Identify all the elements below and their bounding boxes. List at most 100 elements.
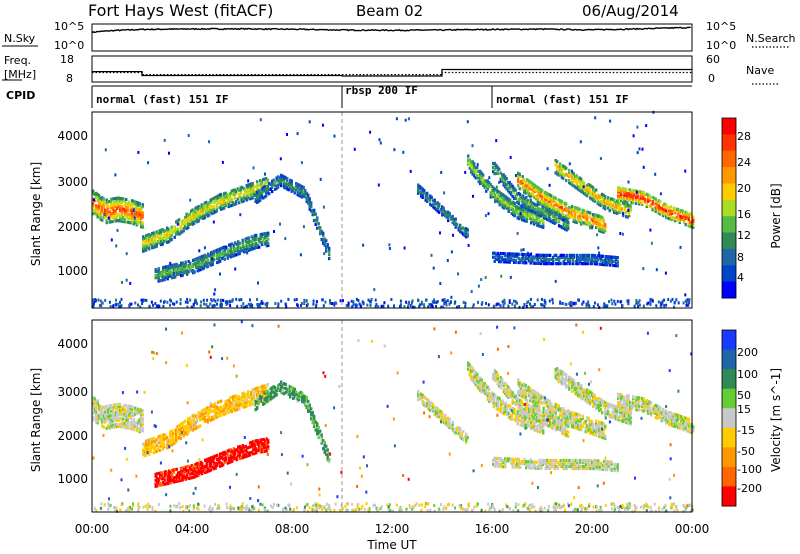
data-cell bbox=[266, 304, 268, 308]
data-cell bbox=[192, 258, 195, 262]
data-cell bbox=[126, 408, 129, 412]
data-cell bbox=[544, 208, 547, 212]
data-cell bbox=[607, 196, 610, 200]
data-cell bbox=[517, 200, 520, 204]
data-cell bbox=[238, 194, 241, 199]
data-cell bbox=[510, 254, 513, 258]
data-cell bbox=[154, 269, 157, 274]
data-cell bbox=[598, 227, 601, 231]
data-cell bbox=[320, 439, 323, 443]
data-cell bbox=[562, 220, 565, 224]
data-cell bbox=[623, 191, 626, 195]
data-cell bbox=[536, 298, 539, 302]
data-cell bbox=[128, 220, 131, 225]
data-cell bbox=[308, 201, 311, 205]
data-cell bbox=[194, 420, 197, 424]
data-cell bbox=[617, 210, 620, 214]
data-cell bbox=[635, 299, 638, 303]
data-cell bbox=[470, 162, 473, 166]
data-cell bbox=[123, 199, 126, 203]
data-cell bbox=[105, 218, 108, 223]
data-cell bbox=[651, 195, 654, 200]
data-cell bbox=[226, 399, 229, 403]
data-cell bbox=[506, 198, 509, 202]
data-cell bbox=[202, 256, 205, 260]
data-cell bbox=[536, 223, 539, 227]
data-cell bbox=[435, 201, 438, 206]
data-cell bbox=[188, 426, 191, 430]
data-cell bbox=[420, 392, 423, 396]
data-cell bbox=[108, 200, 111, 204]
data-cell bbox=[188, 428, 191, 432]
data-cell bbox=[290, 386, 293, 390]
data-cell bbox=[137, 215, 140, 219]
data-cell bbox=[98, 214, 101, 218]
data-cell bbox=[252, 444, 255, 448]
power-ylabel: Slant Range [km] bbox=[29, 162, 43, 266]
data-cell bbox=[225, 458, 228, 462]
data-cell bbox=[602, 202, 605, 206]
data-cell bbox=[564, 227, 567, 231]
data-cell bbox=[678, 216, 681, 220]
data-cell bbox=[154, 234, 157, 239]
data-cell bbox=[187, 421, 190, 425]
data-cell bbox=[263, 397, 266, 401]
data-cell bbox=[216, 256, 219, 260]
data-cell bbox=[216, 461, 219, 465]
data-cell bbox=[493, 167, 496, 172]
data-cell bbox=[172, 273, 175, 277]
data-cell bbox=[208, 417, 211, 421]
data-cell bbox=[176, 229, 179, 233]
data-cell bbox=[162, 276, 165, 280]
data-cell bbox=[95, 412, 98, 416]
data-cell bbox=[593, 217, 596, 221]
data-cell bbox=[181, 423, 184, 427]
data-cell bbox=[119, 411, 122, 415]
data-cell bbox=[223, 412, 226, 416]
data-cell bbox=[587, 210, 590, 215]
data-cell bbox=[166, 275, 169, 279]
data-cell bbox=[524, 418, 527, 423]
data-cell bbox=[207, 457, 210, 461]
data-cell bbox=[261, 234, 264, 238]
data-cell bbox=[529, 208, 532, 212]
data-cell bbox=[588, 253, 591, 257]
data-cell bbox=[178, 428, 181, 432]
data-cell bbox=[122, 423, 125, 427]
data-cell bbox=[201, 466, 204, 470]
data-cell bbox=[552, 218, 555, 223]
data-cell bbox=[647, 197, 650, 201]
data-cell bbox=[307, 405, 310, 409]
data-cell bbox=[516, 192, 519, 196]
data-cell bbox=[471, 160, 474, 164]
data-cell bbox=[220, 464, 223, 468]
data-cell bbox=[596, 303, 599, 307]
data-cell bbox=[240, 304, 243, 308]
data-cell bbox=[641, 147, 644, 151]
data-cell bbox=[230, 189, 233, 193]
data-cell bbox=[313, 420, 316, 424]
data-cell bbox=[193, 463, 196, 467]
data-cell bbox=[431, 300, 434, 304]
data-cell bbox=[245, 186, 248, 190]
data-cell bbox=[614, 203, 617, 207]
data-cell bbox=[417, 390, 420, 394]
data-cell bbox=[421, 193, 424, 197]
data-cell bbox=[105, 198, 108, 202]
data-cell bbox=[229, 196, 232, 200]
data-cell bbox=[513, 196, 516, 200]
data-cell bbox=[509, 198, 512, 202]
data-cell bbox=[265, 443, 268, 447]
data-cell bbox=[259, 235, 262, 239]
data-cell bbox=[654, 201, 657, 205]
data-cell bbox=[575, 206, 578, 210]
data-cell bbox=[219, 452, 222, 456]
data-cell bbox=[509, 202, 512, 206]
data-cell bbox=[212, 417, 215, 421]
data-cell bbox=[99, 215, 102, 219]
data-cell bbox=[326, 245, 329, 249]
data-cell bbox=[496, 302, 499, 306]
data-cell bbox=[143, 236, 146, 240]
data-cell bbox=[557, 212, 560, 216]
data-cell bbox=[176, 425, 179, 429]
